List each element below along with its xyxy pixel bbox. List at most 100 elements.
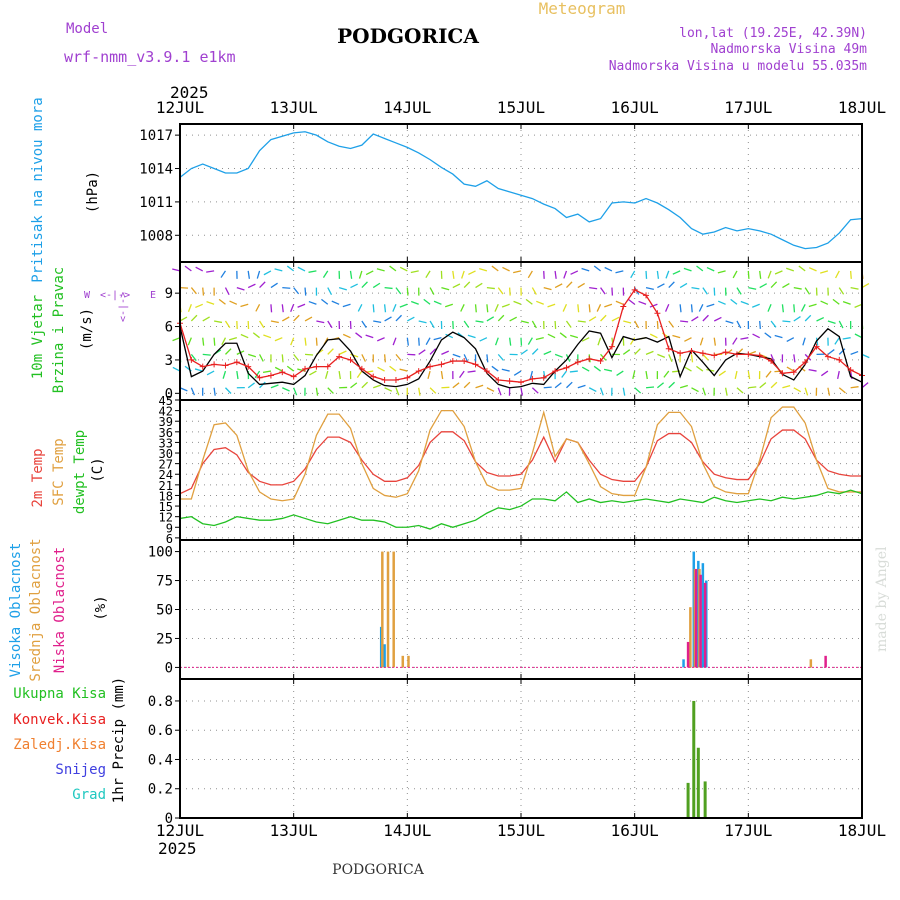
gust-marker — [290, 373, 297, 380]
wind-arrow — [770, 281, 778, 289]
wind-arrow — [501, 303, 510, 308]
wind-arrow — [638, 300, 647, 305]
wind-arrow — [842, 301, 851, 305]
y-tick-label: 1011 — [139, 195, 173, 211]
y-tick-label: 9 — [165, 286, 173, 302]
wind-arrow — [554, 270, 557, 279]
wind-arrow — [491, 265, 499, 272]
year-top: 2025 — [170, 83, 209, 102]
elevation-label: Nadmorska Visina 49m — [710, 42, 867, 57]
wind-arrow — [554, 283, 563, 289]
wind-arrow — [842, 337, 851, 340]
x-tick-label-top: 12JUL — [156, 98, 204, 117]
wind-arrow — [767, 304, 772, 312]
wind-arrow — [827, 320, 836, 324]
wind-arrow — [713, 337, 716, 346]
wind-arrow — [717, 270, 726, 274]
wind-arrow — [696, 265, 704, 272]
wind-arrow — [308, 270, 317, 273]
gust-marker — [336, 353, 343, 360]
gust-marker — [779, 370, 786, 377]
wind-arrow — [786, 337, 795, 343]
x-tick-label-top: 13JUL — [270, 98, 318, 117]
wind-arrow — [600, 287, 606, 295]
wind-arrow — [577, 282, 585, 289]
wind-arrow — [297, 266, 306, 272]
wind-arrow — [672, 270, 681, 275]
wind-arrow — [433, 300, 442, 305]
wind-arrow — [547, 333, 556, 339]
gust-marker — [688, 348, 695, 355]
wind-arrow — [270, 320, 279, 324]
wind-arrow — [293, 353, 300, 362]
gust-marker — [279, 369, 286, 376]
series-dewpt-temp — [179, 489, 863, 530]
wind-arrow — [373, 320, 382, 323]
wind-arrow — [531, 320, 537, 329]
gust-marker — [438, 361, 445, 368]
precip-legend-hail: Grad — [72, 787, 106, 803]
wind-arrow — [372, 282, 381, 289]
panel-precip: 0 0.2 0.4 0.6 0.8 — [148, 678, 863, 827]
wind-arrow — [804, 387, 809, 396]
svg-text:W: W — [84, 290, 91, 301]
wind-arrow — [491, 365, 499, 372]
wind-arrow — [861, 283, 870, 289]
wind-arrow — [562, 304, 568, 312]
wind-arrow — [248, 353, 257, 358]
precip-legend-total: Ukupna Kisa — [13, 686, 106, 702]
cloud-ylabel-2: Srednja Oblacnost — [28, 538, 44, 681]
wind-arrow — [820, 370, 829, 377]
temp-ylabel-1: 2m Temp — [30, 448, 46, 507]
gust-marker — [813, 343, 820, 350]
y-tick-label: 24 — [159, 468, 173, 482]
wind-arrow — [460, 304, 465, 312]
wind-arrow — [213, 387, 216, 396]
wind-arrow — [259, 320, 265, 329]
wind-arrow — [665, 270, 670, 279]
wind-arrow — [407, 316, 415, 322]
wind-arrow — [645, 386, 655, 389]
y-tick-label: 3 — [165, 353, 173, 369]
wind-arrow — [691, 286, 700, 290]
wind-arrow — [748, 286, 757, 290]
wind-arrow — [816, 316, 825, 322]
wind-arrow — [838, 320, 844, 329]
wind-arrow — [187, 304, 192, 312]
wind-arrow — [459, 370, 465, 378]
wind-arrow — [425, 337, 431, 345]
footer-city: PODGORICA — [332, 862, 425, 878]
wind-arrow — [392, 304, 397, 312]
wind-arrow — [747, 370, 751, 380]
wind-arrow — [274, 337, 283, 342]
wind-arrow — [808, 267, 817, 272]
wind-arrow — [850, 350, 859, 355]
wind-arrow — [793, 387, 802, 393]
wind-arrow — [236, 286, 245, 291]
wind-arrow — [543, 286, 552, 291]
wind-arrow — [596, 304, 602, 312]
wind-arrow — [690, 354, 694, 363]
wind-arrow — [702, 387, 707, 396]
wind-arrow — [747, 270, 750, 279]
wind-arrow — [800, 303, 806, 312]
wind-arrow — [338, 350, 347, 355]
wind-arrow — [793, 304, 796, 313]
wind-arrow — [690, 304, 693, 313]
wind-arrow — [252, 332, 260, 339]
wind-arrow — [759, 382, 767, 389]
wind-arrow — [732, 337, 738, 345]
wind-arrow — [324, 370, 329, 379]
wind-arrow — [531, 387, 539, 394]
gust-marker — [654, 310, 661, 317]
year-bottom: 2025 — [158, 839, 197, 858]
x-tick-label-bottom: 17JUL — [724, 821, 772, 840]
wind-arrow — [308, 300, 317, 305]
gust-marker — [574, 359, 581, 366]
wind-arrow — [342, 303, 351, 308]
wind-arrow — [463, 320, 470, 328]
wind-arrow — [281, 354, 284, 363]
wind-arrow — [736, 287, 742, 295]
wind-arrow — [206, 301, 215, 305]
wind-arrow — [827, 349, 835, 355]
